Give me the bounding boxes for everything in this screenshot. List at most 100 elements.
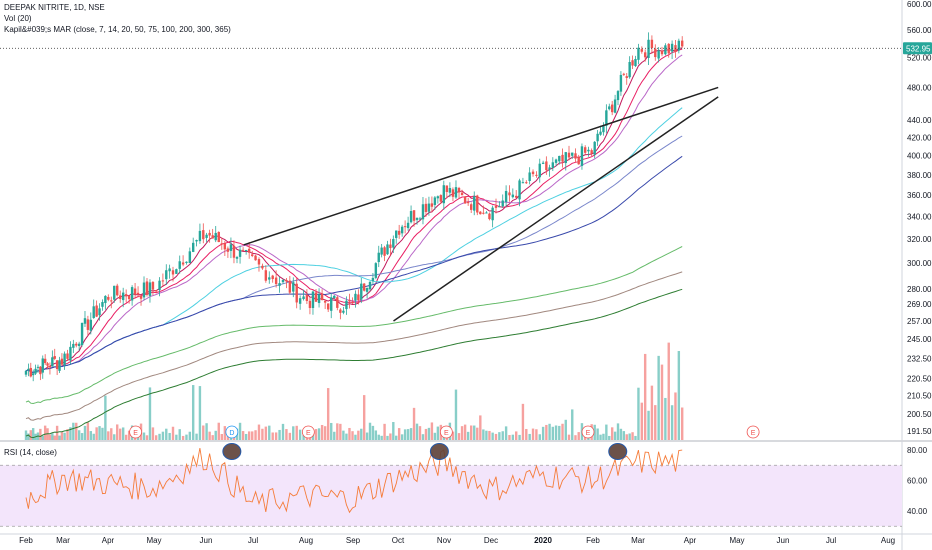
- volume-bar: [165, 428, 168, 440]
- moving-average-line: [25, 54, 683, 373]
- candle-body: [360, 283, 363, 300]
- volume-bar: [127, 430, 131, 440]
- candle-body: [397, 230, 401, 235]
- candle-body: [657, 50, 660, 59]
- price-tick-label: 210.50: [907, 392, 932, 401]
- candle-body: [351, 302, 354, 304]
- candle-body: [148, 282, 152, 296]
- trendline[interactable]: [393, 96, 719, 322]
- candle-body: [48, 366, 52, 368]
- candle-body: [643, 52, 647, 58]
- volume-bar: [504, 426, 508, 440]
- time-tick-label: Sep: [346, 536, 361, 545]
- volume-bar: [89, 431, 93, 440]
- candle-body: [640, 49, 644, 52]
- volume-bar: [247, 431, 251, 440]
- volume-bar: [323, 426, 327, 440]
- candle-body: [634, 58, 637, 67]
- moving-average-line: [25, 47, 683, 373]
- volume-bar: [479, 415, 482, 440]
- candle-body: [596, 133, 599, 142]
- candle-body: [561, 154, 564, 162]
- volume-bar: [564, 419, 567, 440]
- candle-body: [535, 174, 538, 176]
- candle-body: [285, 279, 288, 282]
- dividend-marker-icon[interactable]: [225, 425, 239, 439]
- volume-bar: [51, 432, 54, 440]
- earnings-marker-icon[interactable]: [581, 425, 595, 439]
- volume-bar: [268, 425, 271, 440]
- price-tick-label: 320.00: [907, 235, 932, 244]
- candle-body: [208, 232, 211, 236]
- volume-bar: [278, 429, 281, 440]
- earnings-marker-icon[interactable]: [301, 425, 315, 439]
- candle-body: [53, 356, 56, 359]
- candle-body: [587, 149, 590, 152]
- volume-bar: [386, 435, 389, 440]
- volume-bar: [118, 428, 122, 440]
- time-tick-label: Aug: [881, 536, 895, 545]
- volume-bar: [660, 364, 664, 440]
- volume-bar: [362, 395, 366, 440]
- rsi-peak-highlight[interactable]: [222, 443, 242, 461]
- volume-bar: [53, 435, 56, 440]
- earnings-marker-icon[interactable]: [439, 425, 453, 439]
- candle-body: [430, 203, 434, 207]
- price-tick-label: 232.50: [907, 354, 932, 363]
- volume-bar: [75, 422, 78, 440]
- volume-bar: [181, 435, 185, 440]
- candle-body: [217, 232, 220, 243]
- volume-bar: [488, 430, 491, 440]
- candle-body: [488, 213, 491, 220]
- volume-bar: [41, 435, 44, 440]
- volume-bar: [145, 435, 149, 440]
- candle-body: [39, 366, 42, 375]
- volume-bar: [418, 426, 422, 440]
- candle-body: [580, 146, 584, 166]
- candle-body: [448, 187, 452, 193]
- volume-bar: [271, 432, 274, 440]
- volume-bar: [257, 424, 261, 440]
- earnings-marker-label: E: [586, 430, 591, 437]
- volume-bar: [380, 435, 383, 440]
- volume-bar: [298, 429, 302, 440]
- volume-bar: [86, 422, 90, 440]
- candle-body: [577, 157, 580, 165]
- volume-bar: [501, 431, 504, 440]
- volume-bar: [460, 426, 464, 440]
- volume-bar: [681, 407, 684, 440]
- time-tick-label: Feb: [586, 536, 600, 545]
- trendline[interactable]: [243, 86, 719, 246]
- candle-body: [118, 295, 122, 299]
- volume-bar: [389, 433, 392, 440]
- volume-bar: [148, 387, 152, 440]
- volume-bar: [650, 385, 654, 440]
- candle-body: [424, 203, 428, 212]
- volume-bar: [113, 434, 116, 440]
- volume-bar: [677, 351, 681, 440]
- volume-bar: [511, 434, 515, 440]
- volume-bar: [473, 425, 476, 440]
- rsi-peak-highlight[interactable]: [608, 443, 628, 461]
- candle-body: [27, 368, 30, 371]
- volume-bar: [613, 431, 617, 440]
- rsi-peak-highlight[interactable]: [429, 443, 449, 461]
- volume-bar: [374, 430, 378, 440]
- volume-bar: [670, 405, 674, 440]
- candle-body: [80, 322, 84, 346]
- volume-bar: [110, 428, 113, 440]
- earnings-marker-icon[interactable]: [746, 425, 760, 439]
- earnings-marker-label: E: [751, 430, 756, 437]
- volume-bar: [561, 423, 564, 440]
- candle-body: [220, 243, 224, 245]
- candle-body: [454, 187, 458, 198]
- candle-body: [590, 150, 593, 154]
- earnings-marker-icon[interactable]: [129, 425, 143, 439]
- volume-bar: [403, 429, 407, 440]
- candle-body: [244, 249, 248, 251]
- candle-body: [451, 189, 455, 197]
- candle-body: [583, 147, 587, 153]
- volume-bar: [154, 435, 158, 440]
- volume-bar: [421, 434, 425, 440]
